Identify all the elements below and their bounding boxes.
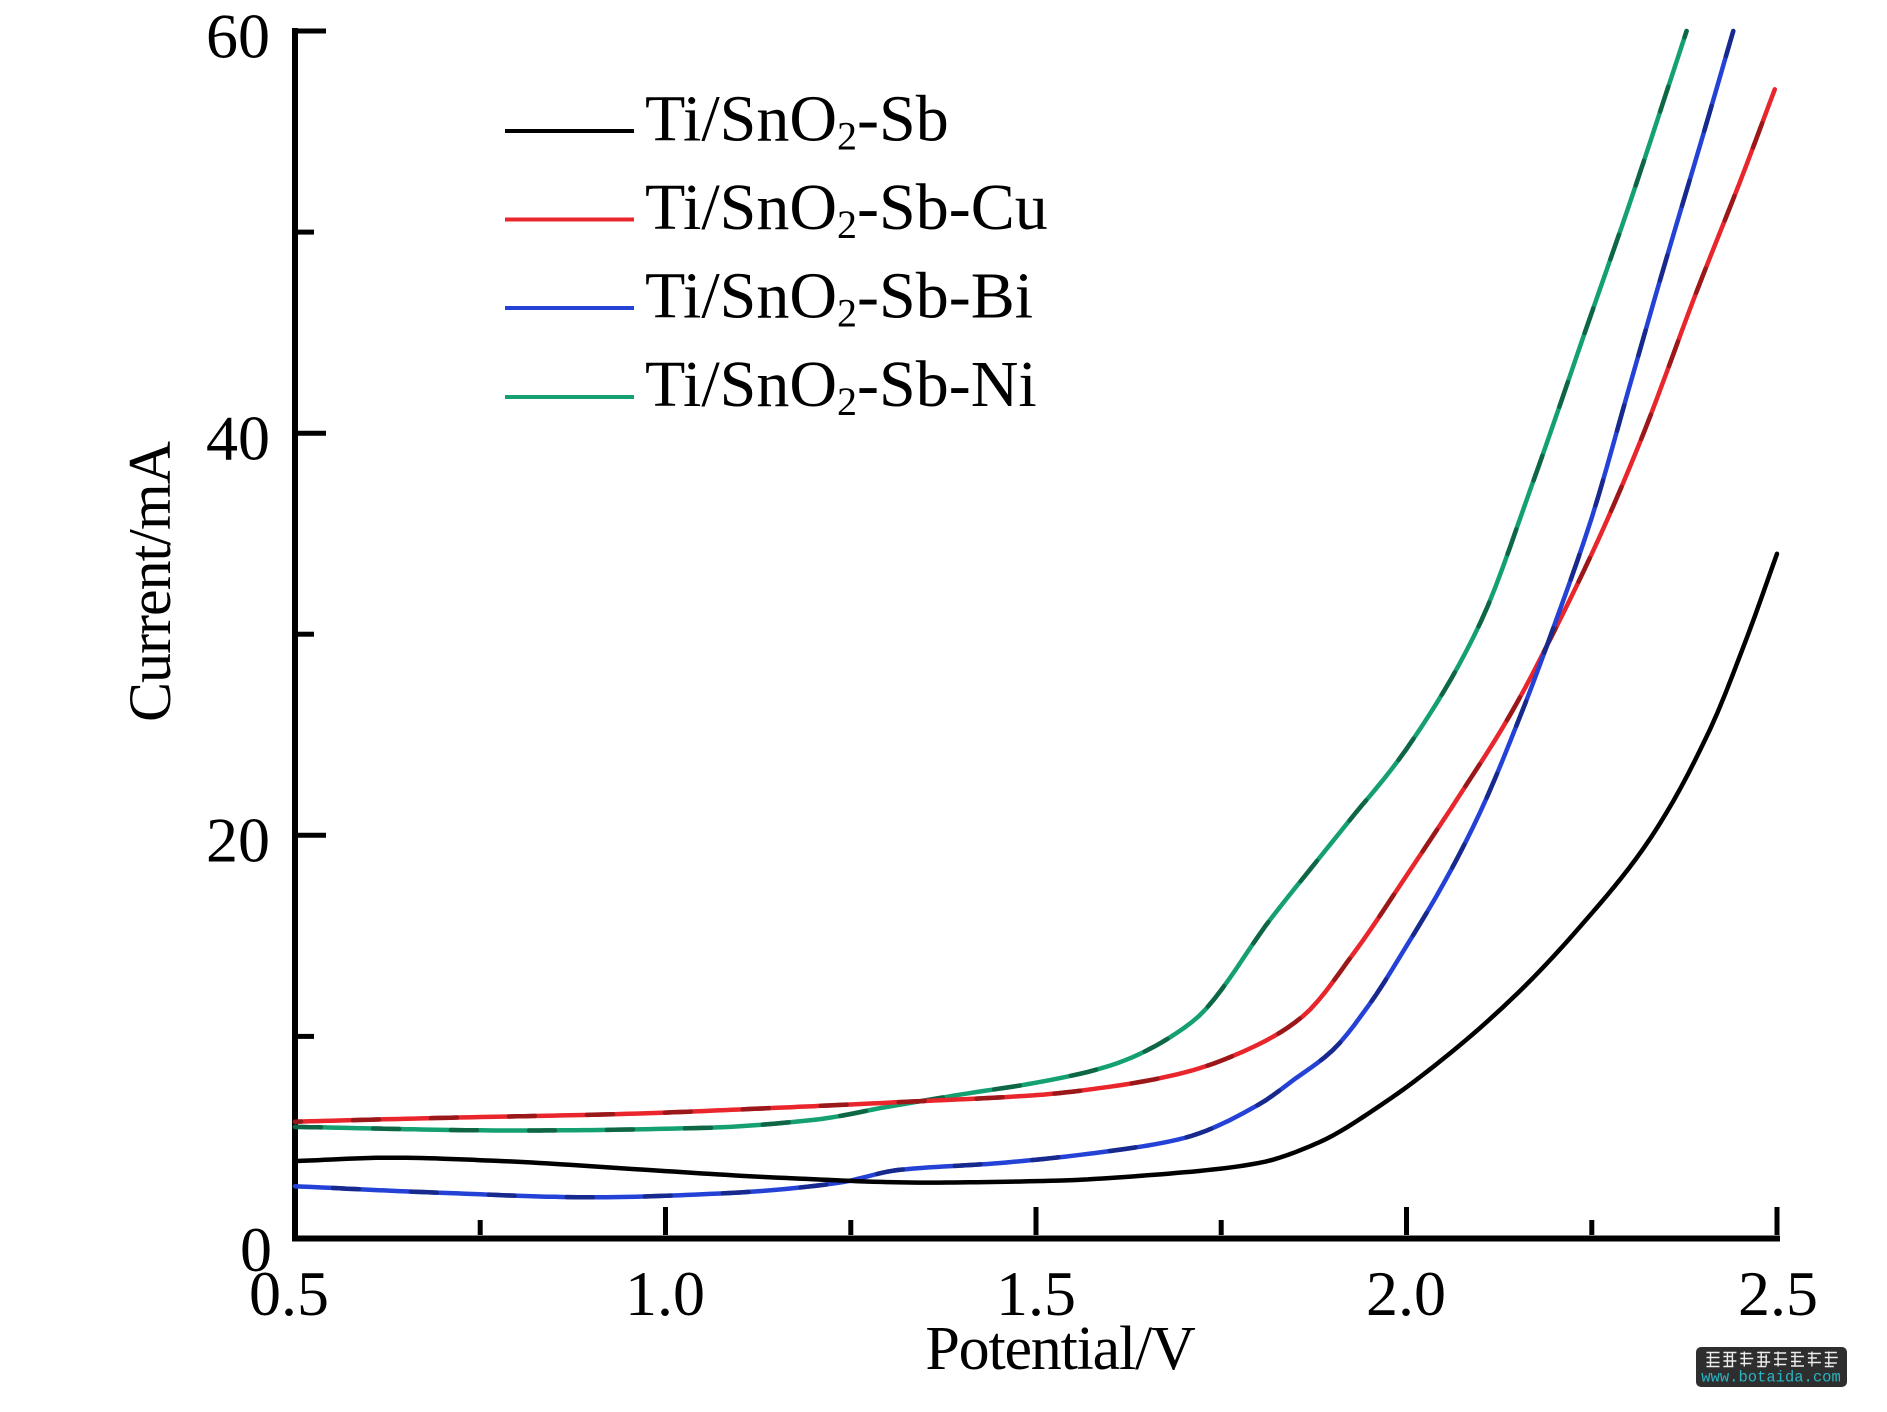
svg-text:Ti/SnO2-Sb: Ti/SnO2-Sb <box>645 83 949 159</box>
svg-text:2.0: 2.0 <box>1366 1258 1446 1329</box>
svg-text:1.5: 1.5 <box>996 1258 1076 1329</box>
svg-text:Current/mA: Current/mA <box>117 441 183 722</box>
svg-text:20: 20 <box>206 805 270 876</box>
svg-text:0: 0 <box>240 1214 272 1285</box>
svg-text:www.botaida.com: www.botaida.com <box>1701 1369 1841 1387</box>
svg-text:60: 60 <box>206 1 270 72</box>
svg-text:Potential/V: Potential/V <box>925 1315 1196 1383</box>
svg-text:0.5: 0.5 <box>249 1258 329 1329</box>
svg-text:1.0: 1.0 <box>625 1258 705 1329</box>
svg-text:2.5: 2.5 <box>1738 1258 1818 1329</box>
svg-text:40: 40 <box>206 403 270 474</box>
